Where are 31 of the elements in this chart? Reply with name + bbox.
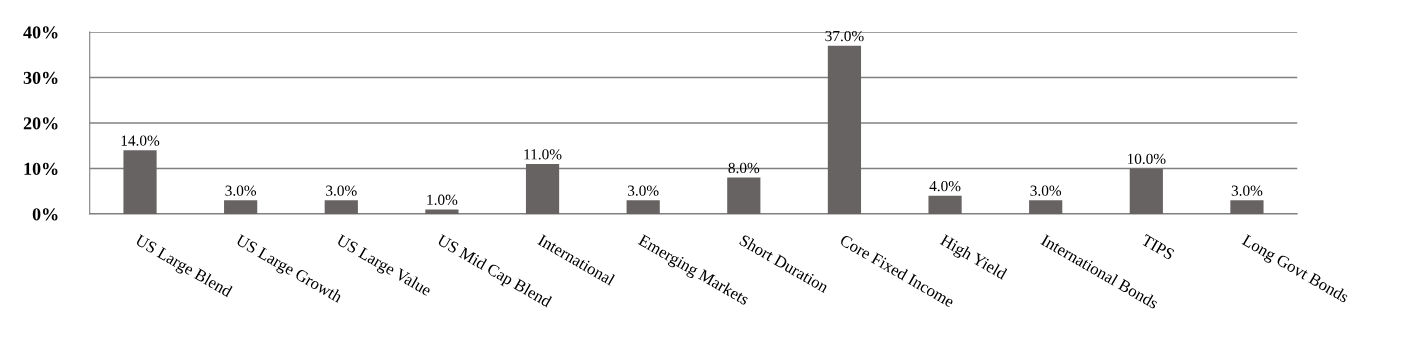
bar: [626, 200, 660, 214]
data-label: 3.0%: [225, 185, 257, 196]
bar: [1129, 168, 1163, 214]
data-label: 37.0%: [825, 30, 864, 42]
x-tick-label: TIPS: [1140, 234, 1175, 261]
bar: [1029, 200, 1063, 214]
bar: [525, 163, 560, 214]
bar: [928, 195, 962, 214]
bar: [727, 177, 761, 214]
y-tick-label: 40%: [23, 26, 58, 39]
data-label: 8.0%: [728, 162, 760, 174]
data-label: 3.0%: [326, 185, 357, 196]
bar: [224, 200, 258, 214]
data-label: 14.0%: [121, 135, 160, 146]
x-tick-label: High Yield: [937, 233, 1009, 283]
y-tick-label: 10%: [24, 162, 58, 175]
data-label: 1.0%: [427, 194, 458, 205]
data-label: 3.0%: [1231, 185, 1263, 196]
data-label: 3.0%: [627, 185, 659, 196]
bar: [324, 200, 358, 214]
data-label: 4.0%: [929, 180, 961, 192]
bar: [1230, 200, 1264, 214]
data-label: 10.0%: [1127, 153, 1166, 165]
data-label: 11.0%: [524, 149, 562, 160]
bar: [123, 150, 157, 214]
y-tick-label: 20%: [23, 117, 58, 130]
bar: [425, 209, 459, 214]
bar: [827, 45, 862, 214]
y-tick-label: 30%: [23, 71, 58, 85]
data-label: 3.0%: [1030, 185, 1062, 196]
y-tick-label: 0%: [32, 208, 58, 221]
